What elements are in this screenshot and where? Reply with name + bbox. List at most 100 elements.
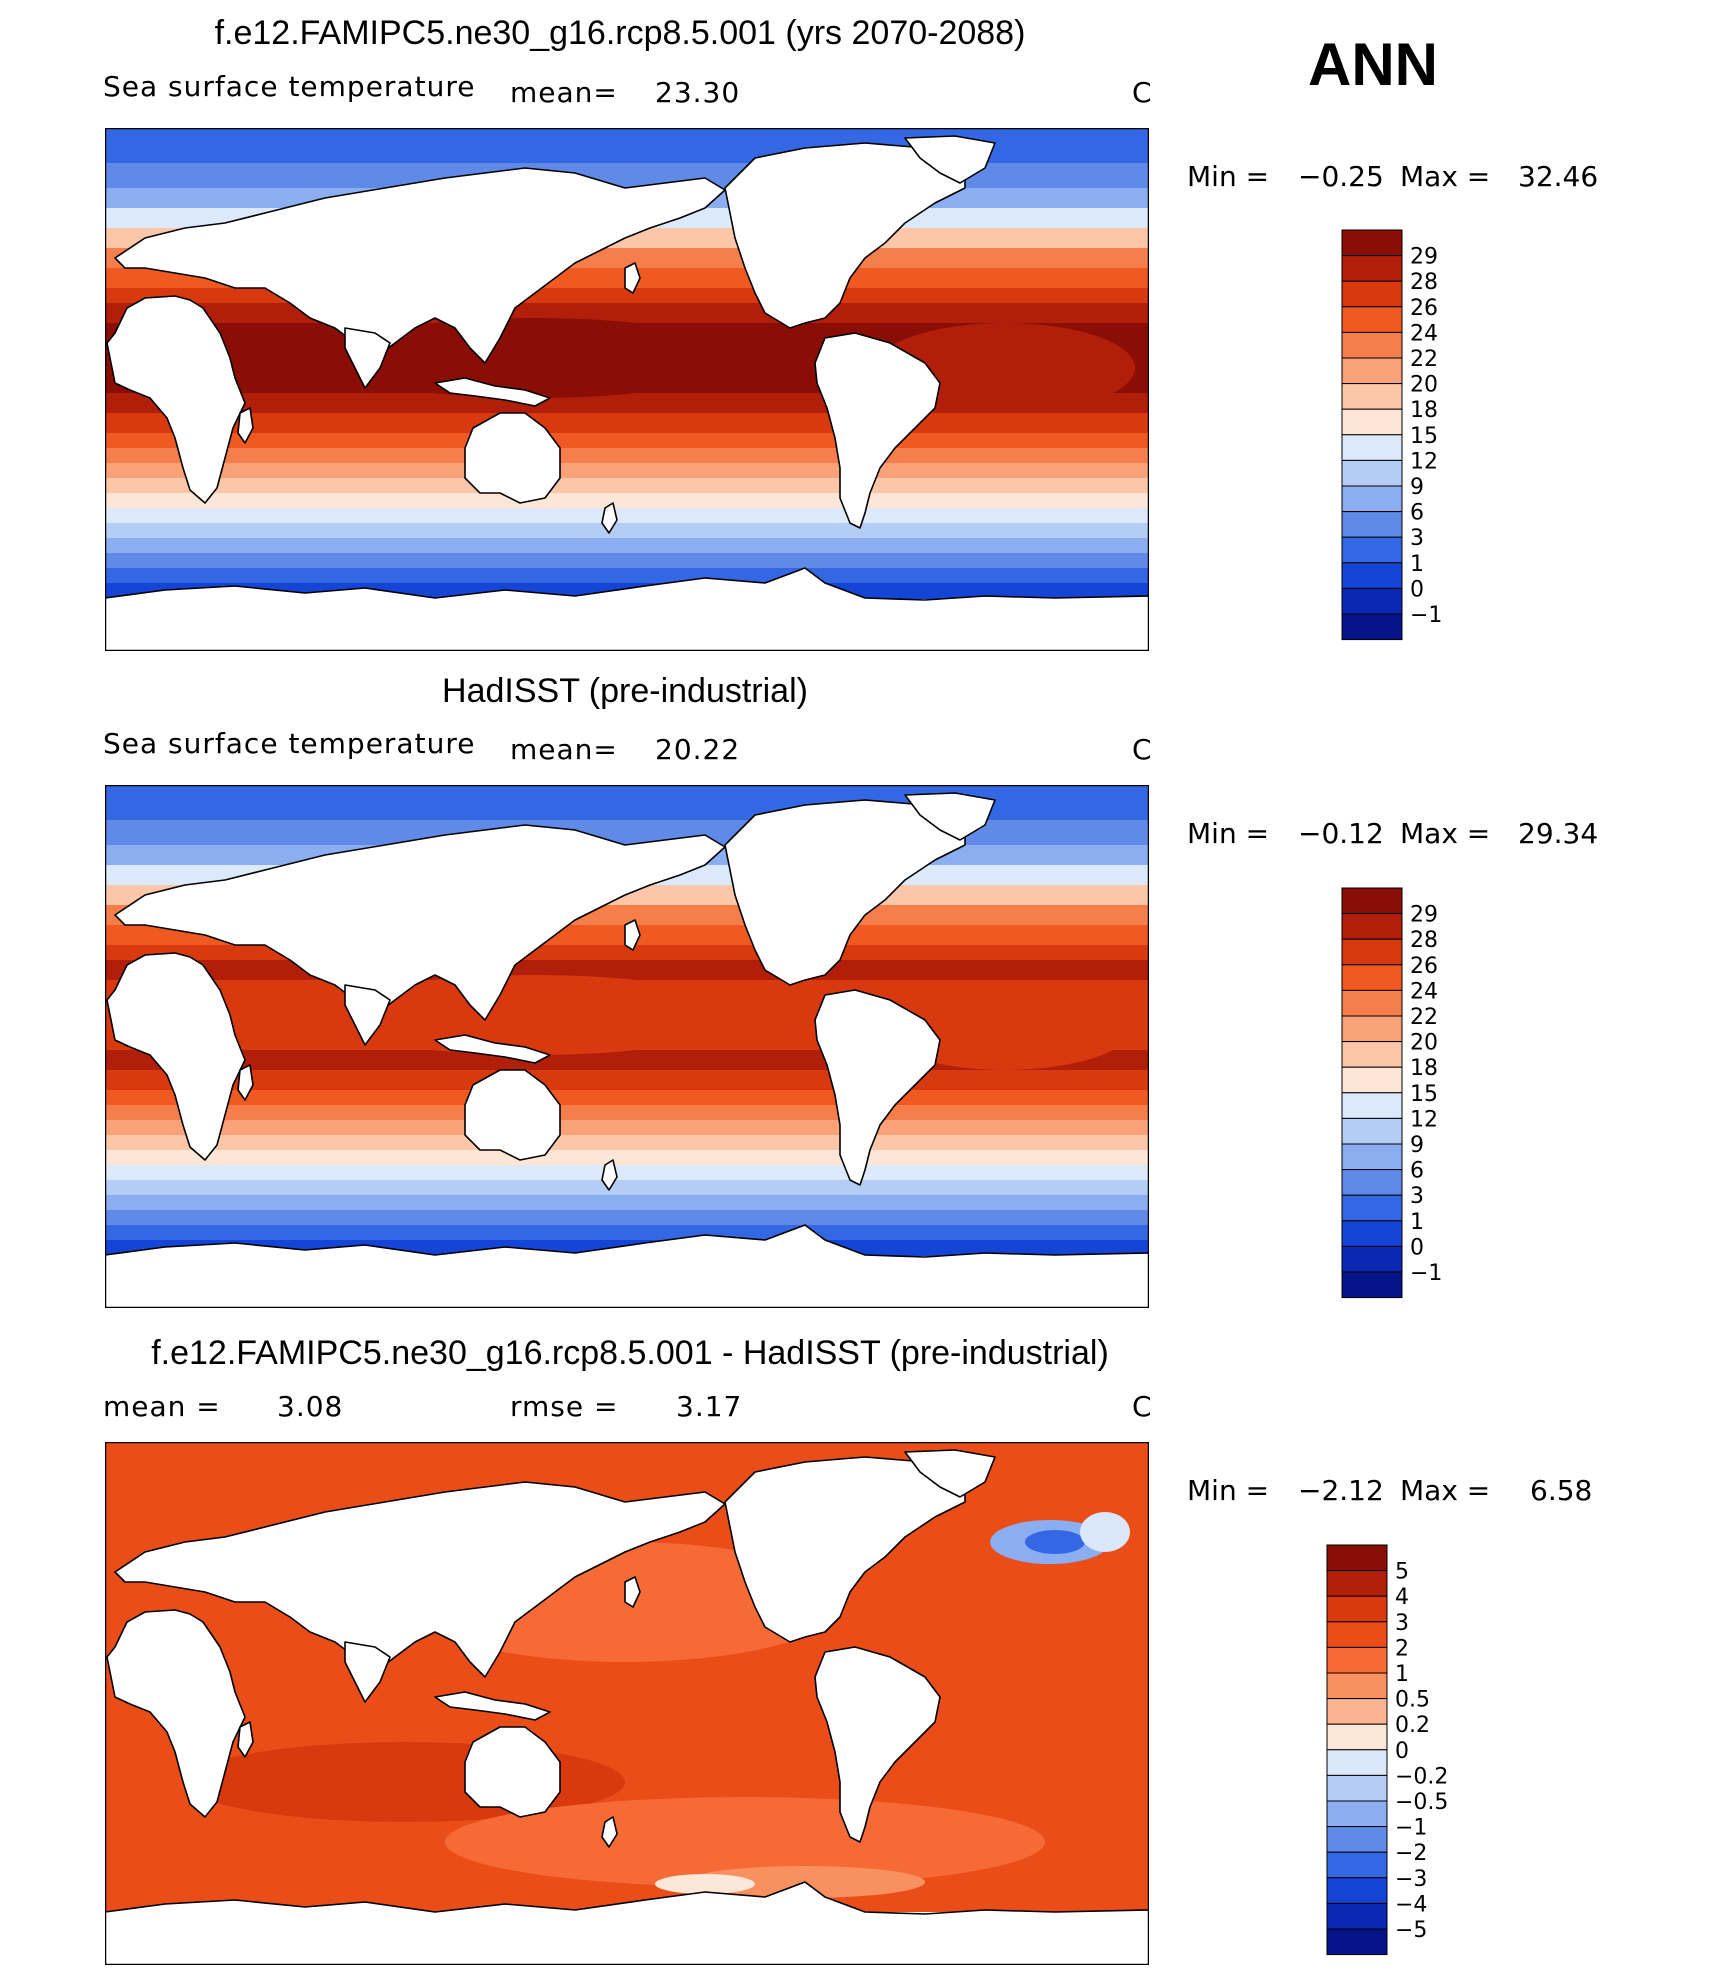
- land-india: [344, 984, 391, 1046]
- colorbar-swatch: [1326, 1570, 1388, 1597]
- map-frame: [105, 1442, 1149, 1965]
- panel-3-min-value: −2.12: [1298, 1474, 1384, 1507]
- season-label: ANN: [1308, 31, 1438, 98]
- colorbar-tick-label: −1: [1395, 1816, 1427, 1841]
- colorbar-swatch: [1341, 536, 1403, 564]
- sst-band: [105, 538, 1149, 554]
- colorbar-swatch: [1326, 1851, 1388, 1879]
- land-nz: [601, 1159, 618, 1191]
- colorbar-tick-label: 1: [1410, 552, 1424, 577]
- colorbar-tick-label: 0: [1395, 1739, 1409, 1764]
- land-madagascar: [237, 407, 254, 444]
- land-japan: [624, 919, 641, 951]
- colorbar-swatch: [1341, 485, 1403, 513]
- colorbar-swatch: [1326, 1749, 1388, 1776]
- land-japan: [624, 1576, 641, 1608]
- map-frame: [105, 128, 1149, 651]
- colorbar-tick-label: 3: [1395, 1611, 1409, 1636]
- panel-2-max-value: 29.34: [1518, 817, 1599, 850]
- sst-band: [105, 288, 1149, 304]
- panel-3-rmse-label: rmse =: [510, 1390, 619, 1423]
- colorbar-swatch: [1341, 562, 1403, 589]
- colorbar-swatch: [1326, 1672, 1388, 1700]
- colorbar-tick-label: 15: [1410, 1082, 1438, 1107]
- sst-band: [105, 448, 1149, 464]
- colorbar-tick-label: 22: [1410, 347, 1438, 372]
- panel-3-mean-value: 3.08: [277, 1390, 344, 1423]
- colorbar-swatch: [1341, 587, 1403, 615]
- diff-region: [445, 1797, 1045, 1887]
- panel-2-title: HadISST (pre-industrial): [442, 672, 808, 710]
- colorbar-swatch: [1326, 1698, 1388, 1725]
- land-australia: [464, 1069, 561, 1161]
- sst-band: [105, 553, 1149, 569]
- sst-band: [105, 945, 1149, 961]
- sst-band: [105, 478, 1149, 494]
- colorbar-swatch: [1341, 1117, 1403, 1145]
- panel-1-max-label: Max =: [1400, 160, 1491, 193]
- panel-1-title: f.e12.FAMIPC5.ne30_g16.rcp8.5.001 (yrs 2…: [214, 14, 1026, 52]
- colorbar-swatch: [1341, 1194, 1403, 1222]
- diff-region: [955, 1602, 1149, 1722]
- land-eurasia: [114, 824, 726, 1021]
- panel-2-map: [105, 785, 1149, 1308]
- colorbar-swatch: [1341, 1143, 1403, 1171]
- colorbar-swatch: [1341, 1066, 1403, 1094]
- colorbar-tick-label: 4: [1395, 1585, 1409, 1610]
- colorbar-tick-label: −3: [1395, 1867, 1427, 1892]
- colorbar-swatch: [1341, 989, 1403, 1017]
- sst-band: [105, 1120, 1149, 1136]
- land-nz: [601, 502, 618, 534]
- colorbar-swatch: [1341, 1271, 1403, 1299]
- colorbar-tick-label: 20: [1410, 1031, 1438, 1056]
- panel-2-max-label: Max =: [1400, 817, 1491, 850]
- colorbar-tick-label: 5: [1395, 1560, 1409, 1585]
- land-greenland: [904, 135, 996, 184]
- colorbar-tick-label: 9: [1410, 475, 1424, 500]
- sst-band: [105, 568, 1149, 584]
- sst-band: [105, 493, 1149, 509]
- panel-1-max-value: 32.46: [1518, 160, 1599, 193]
- land-samerica: [814, 1646, 941, 1843]
- sst-band: [105, 1195, 1149, 1211]
- land-greenland: [904, 1449, 996, 1498]
- colorbar-swatch: [1326, 1877, 1388, 1904]
- colorbar-tick-label: 20: [1410, 373, 1438, 398]
- colorbar-tick-label: 24: [1410, 321, 1438, 346]
- land-samerica: [814, 332, 941, 529]
- colorbar-tick-label: 0.5: [1395, 1688, 1430, 1713]
- colorbar-swatch: [1341, 306, 1403, 333]
- land-indonesia: [434, 1034, 551, 1064]
- panel-3-map: [105, 1442, 1149, 1965]
- colorbar-tick-label: 3: [1410, 1184, 1424, 1209]
- land-namerica: [724, 142, 966, 329]
- sst-band: [105, 463, 1149, 479]
- colorbar-swatch: [1341, 383, 1403, 410]
- sst-band: [105, 1180, 1149, 1196]
- colorbar-tick-label: 12: [1410, 449, 1438, 474]
- panel-2-mean-value: 20.22: [655, 733, 741, 766]
- land-india: [344, 327, 391, 389]
- sst-band: [105, 1090, 1149, 1106]
- colorbar-swatch: [1341, 434, 1403, 461]
- colorbar-tick-label: 26: [1410, 296, 1438, 321]
- sst-band: [105, 1070, 1149, 1091]
- sst-band: [105, 1135, 1149, 1151]
- panel-3-title: f.e12.FAMIPC5.ne30_g16.rcp8.5.001 - HadI…: [151, 1334, 1109, 1372]
- land-africa: [106, 1609, 246, 1818]
- land-antarctica: [105, 1881, 1149, 1965]
- diff-region: [655, 1874, 755, 1894]
- colorbar-swatch: [1341, 964, 1403, 991]
- sst-band: [105, 1105, 1149, 1121]
- colorbar-swatch: [1326, 1826, 1388, 1853]
- panel-1-units: C: [1132, 76, 1153, 109]
- colorbar-swatch: [1341, 1220, 1403, 1247]
- colorbar-tick-label: 15: [1410, 424, 1438, 449]
- colorbar-swatch: [1341, 938, 1403, 966]
- panel-2-variable: Sea surface temperature: [103, 727, 476, 760]
- panel-3-max-value: 6.58: [1530, 1474, 1593, 1507]
- colorbar-swatch: [1326, 1595, 1388, 1623]
